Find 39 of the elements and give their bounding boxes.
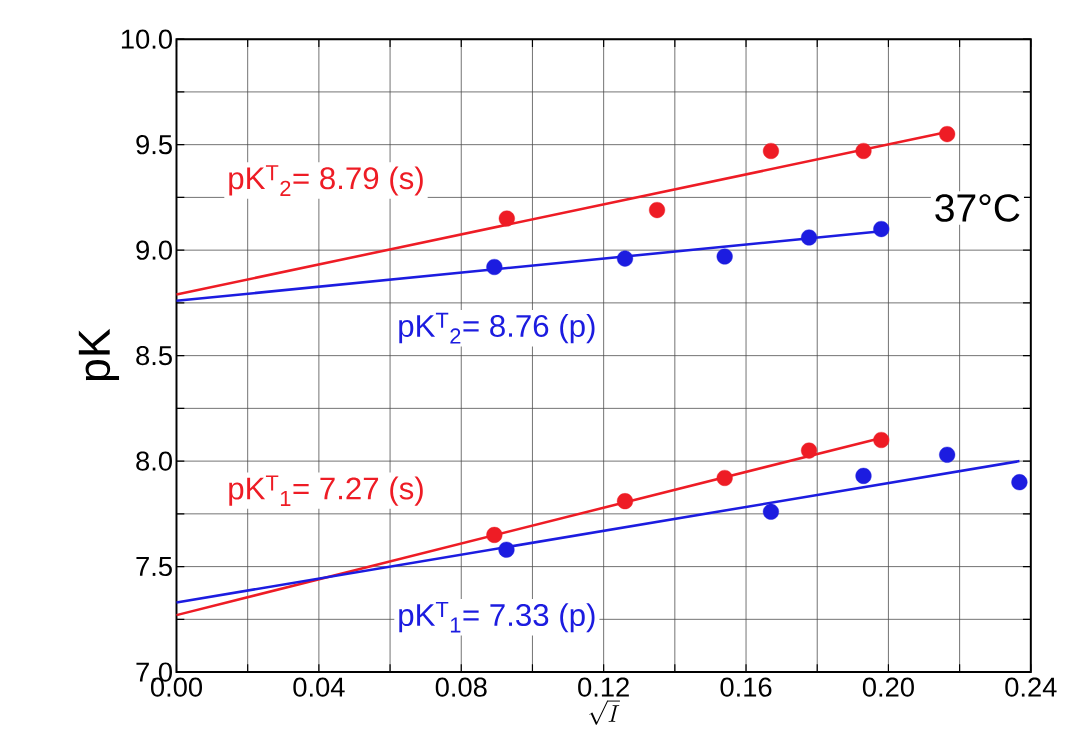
point bbox=[801, 442, 818, 459]
annotation: pK$^{T}$$_{1}$= 7.27 (s) bbox=[229, 475, 423, 507]
point bbox=[873, 432, 890, 449]
x-tick-label: 0.08 bbox=[435, 677, 487, 698]
y-tick-label: 8.5 bbox=[136, 346, 172, 366]
point bbox=[616, 493, 634, 510]
point bbox=[1011, 474, 1028, 491]
x-axis-title: $\sqrt{I}$ bbox=[589, 700, 620, 726]
y-tick-label: 9.0 bbox=[136, 240, 172, 261]
point bbox=[762, 503, 779, 521]
point bbox=[801, 229, 818, 246]
x-tick-label: 0.12 bbox=[578, 677, 629, 698]
y-tick-label: 9.5 bbox=[136, 135, 172, 155]
point bbox=[873, 221, 890, 238]
y-tick-label: 8.0 bbox=[136, 451, 172, 472]
x-tick-label: 0.16 bbox=[720, 677, 772, 698]
point bbox=[486, 259, 503, 276]
point bbox=[716, 470, 733, 487]
y-tick-label: 10.0 bbox=[121, 29, 172, 50]
point bbox=[498, 541, 515, 558]
point bbox=[939, 446, 956, 464]
point bbox=[762, 143, 779, 160]
x-tick-label: 0.04 bbox=[293, 677, 345, 698]
point bbox=[616, 250, 634, 267]
point bbox=[649, 202, 666, 219]
point bbox=[486, 527, 503, 544]
y-axis-title: pK bbox=[78, 328, 120, 381]
x-tick-label: 0.20 bbox=[862, 677, 914, 698]
point bbox=[716, 248, 733, 265]
annotation: pK$^{T}$$_{1}$= 7.33 (p) bbox=[399, 602, 595, 633]
annotation: 37°C bbox=[935, 194, 1020, 223]
point bbox=[855, 143, 872, 160]
annotation: pK$^{T}$$_{2}$= 8.79 (s) bbox=[229, 165, 423, 197]
x-tick-label: 0.24 bbox=[1005, 677, 1057, 698]
point bbox=[498, 210, 515, 227]
y-tick-label: 7.5 bbox=[136, 557, 172, 577]
annotation: pK$^{T}$$_{2}$= 8.76 (p) bbox=[399, 313, 595, 344]
point bbox=[855, 468, 872, 485]
point bbox=[939, 126, 956, 143]
